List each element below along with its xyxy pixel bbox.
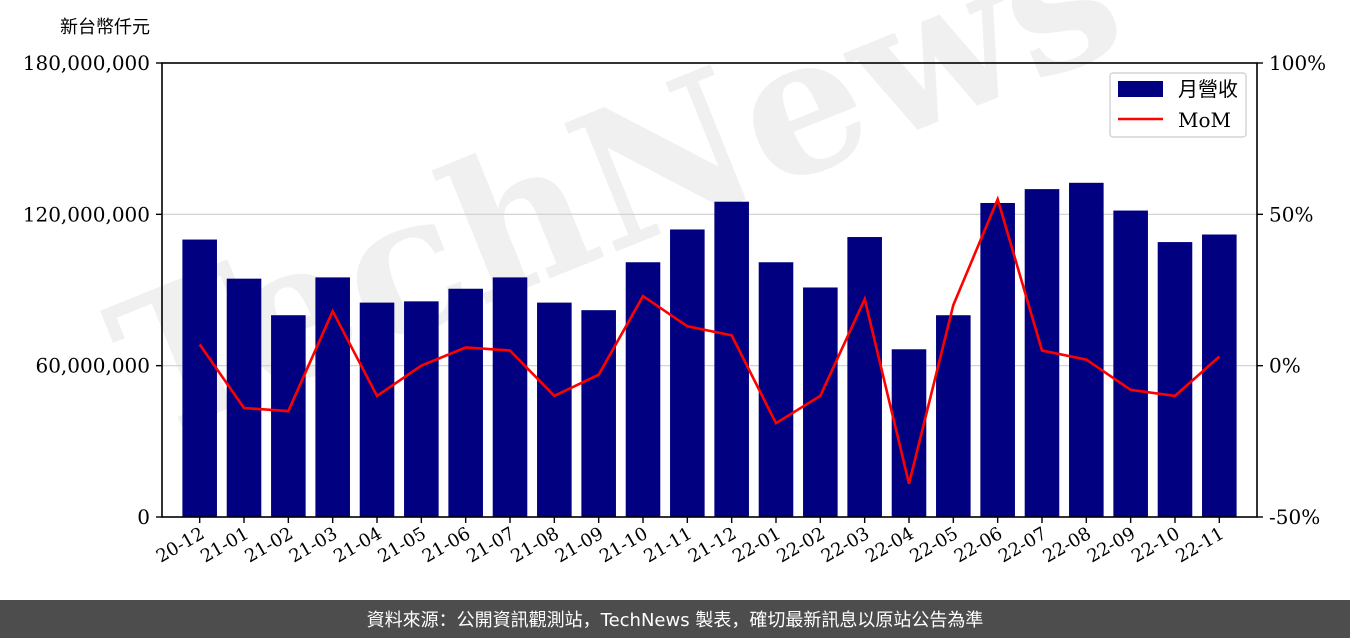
bar-21-04 [359,302,395,517]
x-tick-label: 20-12 [153,523,208,567]
y-axis-unit-label: 新台幣仟元 [60,17,150,38]
footer-text: 資料來源：公開資訊觀測站，TechNews 製表，確切最新訊息以原站公告為準 [366,610,984,631]
bar-22-10 [1157,242,1193,518]
bar-21-07 [492,277,528,517]
x-tick-label: 21-08 [507,523,562,567]
right-tick-label: 0% [1269,354,1301,378]
x-tick-label: 22-01 [729,523,784,567]
x-tick-label: 21-09 [552,523,607,567]
legend: 月營收 MoM [1109,72,1247,138]
bar-22-05 [936,315,971,517]
x-tick-label: 22-03 [818,523,873,567]
bar-21-08 [537,302,572,517]
legend-label-mom: MoM [1178,108,1231,132]
bar-21-06 [448,288,483,517]
x-tick-label: 21-03 [286,523,341,567]
x-tick-label: 21-05 [374,523,429,567]
bar-21-02 [271,315,306,517]
x-tick-label: 22-04 [862,523,917,567]
plot-frame [161,62,1258,518]
bar-21-09 [581,310,616,517]
bar-21-05 [404,301,439,517]
x-tick-label: 21-04 [330,523,385,567]
bar-22-06 [980,202,1015,517]
x-tick-label: 21-11 [640,523,695,567]
mom-line [198,195,1221,485]
legend-swatch-bar [1118,81,1163,97]
x-tick-label: 21-12 [685,523,740,567]
right-tick-label: -50% [1269,505,1320,529]
x-tick-label: 21-02 [241,523,296,567]
left-tick-label: 60,000,000 [35,354,150,378]
x-tick-label: 22-02 [773,523,828,567]
legend-label-revenue: 月營收 [1178,77,1238,101]
bar-21-10 [625,262,661,517]
bar-22-03 [847,237,882,518]
x-tick-label: 21-10 [596,523,651,567]
x-tick-label: 22-09 [1084,523,1139,567]
bar-22-08 [1069,182,1104,518]
bar-21-01 [226,278,262,517]
x-tick-label: 22-11 [1172,523,1227,567]
bar-22-09 [1113,210,1148,518]
x-tick-label: 21-07 [463,523,518,567]
bar-21-11 [670,229,705,517]
x-tick-label: 22-10 [1128,523,1183,567]
revenue-chart: 新台幣仟元 TechNews 0 60,000,000 120,000,000 180… [23,0,1326,567]
x-tick-label: 22-05 [906,523,961,567]
x-tick-label: 21-06 [419,523,474,567]
bar-21-03 [315,277,350,517]
right-tick-label: 100% [1269,51,1326,75]
chart-svg: 新台幣仟元 TechNews 060,000,000120,000,000180… [23,0,1326,567]
x-tick-label: 22-06 [951,523,1006,567]
bar-22-11 [1202,234,1237,517]
bar-20-12 [182,239,217,518]
left-tick-label: 180,000,000 [23,51,150,75]
right-tick-label: 50% [1269,202,1313,226]
bar-22-01 [758,262,794,517]
x-tick-label: 22-08 [1039,523,1094,567]
source-footer: 資料來源：公開資訊觀測站，TechNews 製表，確切最新訊息以原站公告為準 [0,600,1350,638]
left-tick-label: 120,000,000 [23,202,150,226]
left-tick-label: 0 [137,505,150,529]
x-tick-label: 22-07 [995,523,1050,567]
x-tick-label: 21-01 [197,523,252,567]
